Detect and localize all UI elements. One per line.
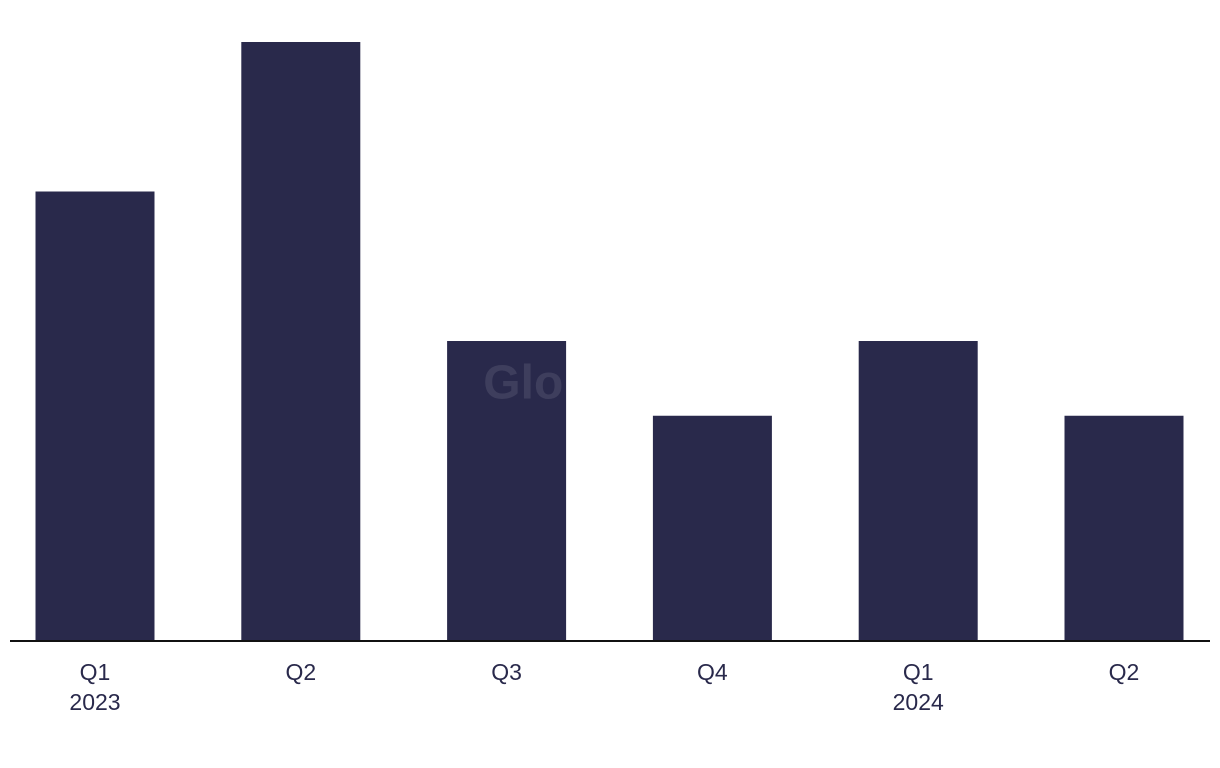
x-tick-label: 2024 <box>893 689 944 715</box>
x-tick-label: Q1 <box>80 659 111 685</box>
bar <box>35 191 155 640</box>
bar <box>652 415 772 640</box>
x-tick-label: Q2 <box>285 659 316 685</box>
x-tick-label: 2023 <box>69 689 120 715</box>
x-tick-label: Q1 <box>903 659 934 685</box>
bar <box>858 341 978 640</box>
x-tick-label: Q3 <box>491 659 522 685</box>
x-tick-label: Q2 <box>1109 659 1140 685</box>
bar <box>447 341 567 640</box>
x-tick-label: Q4 <box>697 659 728 685</box>
bar <box>1064 415 1184 640</box>
bar <box>241 42 361 640</box>
watermark: GlobalData <box>483 357 737 410</box>
